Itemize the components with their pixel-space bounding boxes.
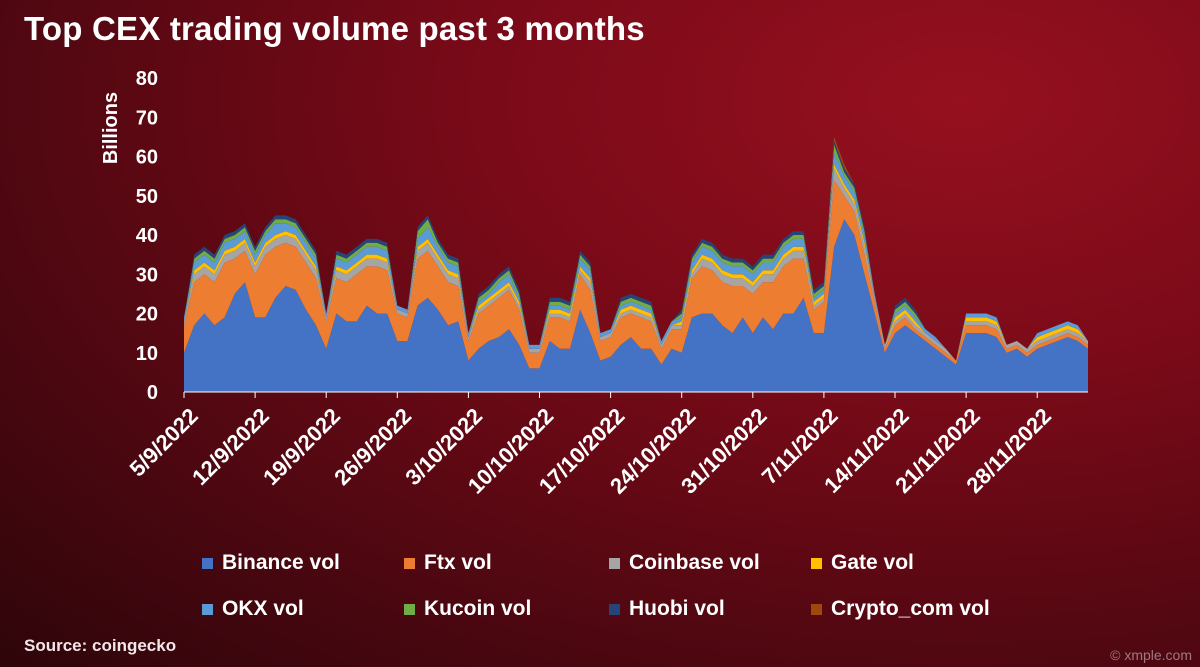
y-tick-label: 40 <box>136 225 158 247</box>
y-tick-label: 20 <box>136 304 158 326</box>
y-tick-label: 0 <box>147 382 158 404</box>
area-coinbase-vol <box>184 168 1088 361</box>
y-axis-label: Billions <box>100 92 122 164</box>
y-axis: 0 10 20 30 40 50 60 70 80 <box>136 68 158 404</box>
x-tick-label: 26/9/2022 <box>329 403 416 490</box>
y-tick-label: 70 <box>136 107 158 129</box>
area-series-group <box>184 136 1088 392</box>
x-axis: 5/9/202212/9/202219/9/202226/9/20223/10/… <box>125 391 1088 499</box>
y-tick-label: 80 <box>136 68 158 90</box>
y-tick-label: 50 <box>136 186 158 208</box>
y-tick-label: 10 <box>136 343 158 365</box>
chart-title: Top CEX trading volume past 3 months <box>24 10 645 47</box>
area-binance-vol <box>184 219 1088 392</box>
y-tick-label: 60 <box>136 147 158 169</box>
x-tick-label: 19/9/2022 <box>258 403 345 490</box>
x-tick-label: 12/9/2022 <box>187 403 274 490</box>
area-ftx-vol <box>184 180 1088 369</box>
watermark: © xmple.com <box>1110 647 1192 663</box>
source-note: Source: coingecko <box>24 636 177 655</box>
y-tick-label: 30 <box>136 264 158 286</box>
